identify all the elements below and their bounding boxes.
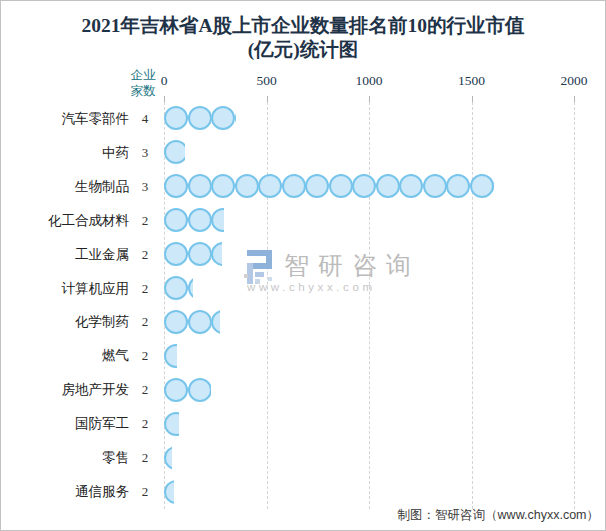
company-count: 3 [133,170,157,204]
bubble-icon [305,174,329,198]
bubble-icon [164,412,179,436]
company-count: 2 [133,306,157,340]
bubble-icon [164,344,177,368]
tick-500 [267,96,268,102]
bubble-icon [211,242,222,266]
bubble-bar [164,274,193,303]
chart-canvas: 2021年吉林省A股上市企业数量排名前10的行业市值 (亿元)统计图 企业家数 … [0,0,606,531]
company-count: 2 [133,475,157,509]
company-count: 2 [133,272,157,306]
category-label: 燃气 [5,339,129,373]
category-label: 零售 [5,441,129,475]
category-label: 通信服务 [5,475,129,509]
bubble-icon [164,310,188,334]
bubble-icon [211,106,235,130]
tick-1500 [472,96,473,102]
category-label: 房地产开发 [5,373,129,407]
bubble-icon [164,140,185,164]
category-label: 化学制药 [5,306,129,340]
bubble-icon [493,174,494,198]
category-label: 化工合成材料 [5,204,129,238]
tick-2000 [574,96,575,102]
bubble-icon [164,106,188,130]
category-label: 生物制品 [5,170,129,204]
chart-title-line1: 2021年吉林省A股上市企业数量排名前10的行业市值 [1,14,605,38]
bubble-bar [164,342,177,371]
bubble-icon [164,446,172,470]
bubble-bar [164,172,494,201]
bubble-icon [211,208,224,232]
bubble-icon [188,276,193,300]
bubble-icon [188,174,212,198]
bubble-icon [188,106,212,130]
bubble-icon [446,174,470,198]
bubble-icon [376,174,400,198]
bubble-bar [164,104,236,133]
company-count: 2 [133,441,157,475]
bubble-bar [164,240,222,269]
bubble-bar [164,308,220,337]
bubble-icon [211,174,235,198]
bubble-bar [164,376,211,405]
bubble-icon [164,208,188,232]
x-axis-label-500: 500 [237,73,297,89]
chart-credit: 制图：智研咨询（www.chyxx.com） [398,507,599,524]
gridline-2000 [574,102,575,509]
category-label: 工业金属 [5,238,129,272]
bubble-bar [164,444,172,473]
tick-0 [164,96,165,102]
chart-title-line2: (亿元)统计图 [1,38,605,62]
bubble-icon [258,174,282,198]
bubble-bar [164,410,179,439]
bubble-icon [329,174,353,198]
bubble-icon [164,480,174,504]
bubble-bar [164,206,224,235]
x-axis-label-0: 0 [134,73,194,89]
watermark-brand: 智研咨询 [284,249,544,282]
company-count: 2 [133,238,157,272]
bubble-icon [352,174,376,198]
bubble-icon [164,276,188,300]
bubble-bar [164,478,174,507]
company-count: 2 [133,339,157,373]
bubble-icon [188,378,212,402]
category-label: 国防军工 [5,407,129,441]
company-count: 2 [133,373,157,407]
bubble-icon [188,208,212,232]
bubble-icon [235,174,259,198]
gridline-1000 [369,102,370,509]
bubble-icon [282,174,306,198]
bubble-icon [164,378,188,402]
category-label: 中药 [5,136,129,170]
zhiyan-logo-icon [244,250,276,284]
gridline-1500 [472,102,473,509]
gridline-500 [267,102,268,509]
x-axis-label-1000: 1000 [339,73,399,89]
x-axis-label-2000: 2000 [544,73,604,89]
bubble-icon [188,310,212,334]
company-count: 3 [133,136,157,170]
bubble-icon [399,174,423,198]
bubble-icon [164,242,188,266]
watermark-url: www.chyxx.com [247,281,507,293]
category-label: 汽车零部件 [5,102,129,136]
bubble-bar [164,138,185,167]
category-label: 计算机应用 [5,272,129,306]
chart-title: 2021年吉林省A股上市企业数量排名前10的行业市值 (亿元)统计图 [1,14,605,62]
tick-1000 [369,96,370,102]
bubble-icon [188,242,212,266]
company-count: 2 [133,407,157,441]
company-count: 4 [133,102,157,136]
bubble-icon [423,174,447,198]
bubble-icon [211,310,220,334]
bubble-icon [164,174,188,198]
bubble-icon [235,106,236,130]
x-axis-label-1500: 1500 [442,73,502,89]
bubble-icon [470,174,494,198]
company-count: 2 [133,204,157,238]
